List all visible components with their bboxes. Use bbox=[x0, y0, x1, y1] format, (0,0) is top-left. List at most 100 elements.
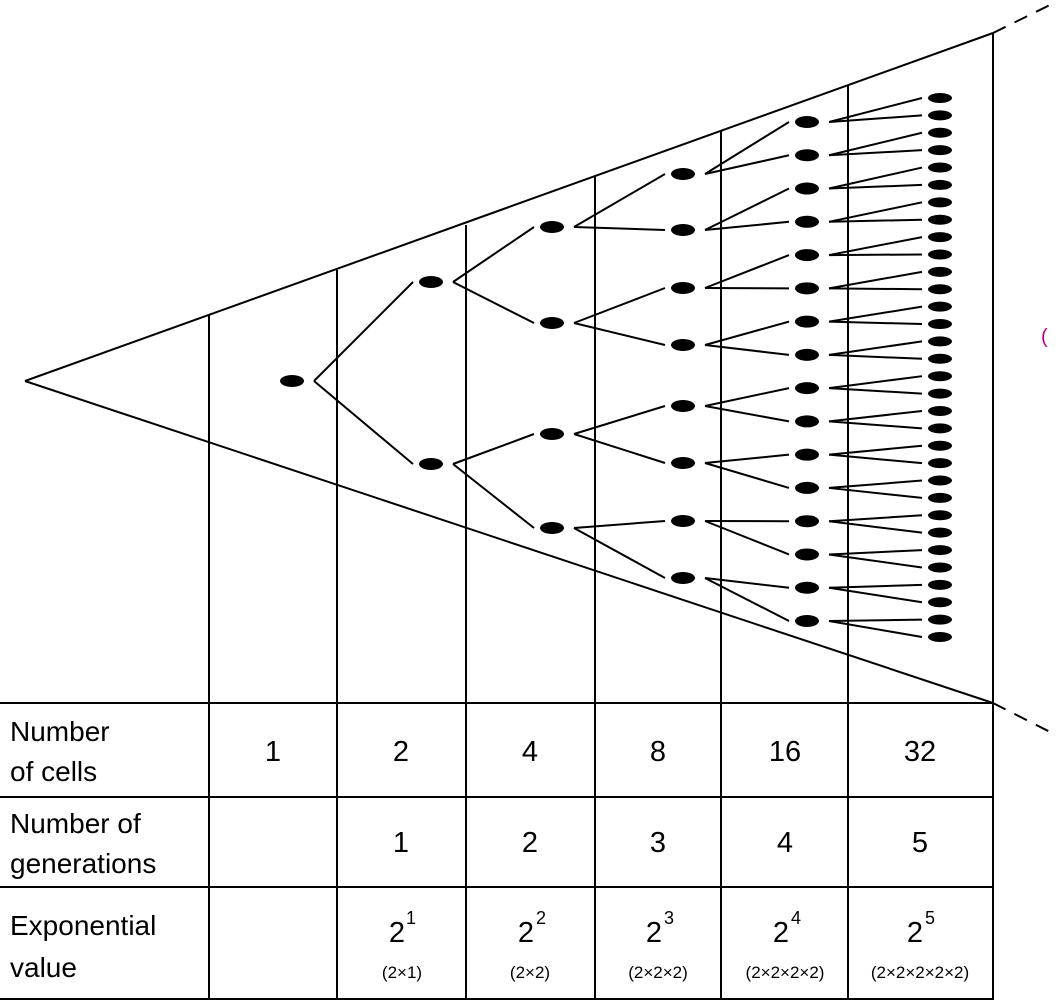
cell-dot bbox=[928, 597, 952, 608]
cell-dot bbox=[928, 440, 952, 451]
generation-value: 2 bbox=[522, 827, 538, 859]
exponent-expansion: (2×2×2) bbox=[628, 963, 688, 982]
cell-dot bbox=[795, 348, 819, 361]
exponent-base: 2 bbox=[518, 917, 534, 949]
cell-dot bbox=[540, 221, 564, 233]
division-line bbox=[704, 387, 790, 407]
division-line bbox=[704, 121, 790, 175]
cell-dot bbox=[671, 339, 695, 351]
triangle-top-edge bbox=[24, 32, 994, 382]
division-line bbox=[828, 236, 923, 257]
cell-dot bbox=[928, 266, 952, 277]
division-line bbox=[452, 226, 535, 283]
division-line bbox=[452, 433, 535, 465]
cell-count-value: 8 bbox=[650, 736, 666, 768]
division-line bbox=[828, 201, 923, 223]
cell-dot bbox=[928, 632, 952, 642]
division-line bbox=[452, 463, 535, 529]
cell-dot bbox=[795, 315, 819, 328]
division-line bbox=[573, 520, 666, 529]
division-line bbox=[828, 287, 923, 291]
cell-dot bbox=[928, 614, 952, 625]
exponent-expansion: (2×1) bbox=[382, 963, 422, 982]
exponent-power: 5 bbox=[925, 908, 935, 928]
cell-count-value: 4 bbox=[522, 736, 538, 768]
division-line bbox=[828, 444, 923, 456]
cell-dot bbox=[671, 515, 695, 527]
cell-dot bbox=[795, 182, 819, 195]
cell-dot bbox=[795, 116, 819, 128]
division-line bbox=[452, 281, 535, 324]
division-line bbox=[828, 270, 923, 290]
division-line bbox=[313, 281, 414, 382]
division-line bbox=[828, 218, 923, 223]
division-line bbox=[828, 387, 923, 395]
exponent-base: 2 bbox=[646, 917, 662, 949]
table-row-number-of-generations: Number of generations 1 2 3 4 5 bbox=[10, 808, 928, 879]
cell-dot bbox=[928, 197, 952, 208]
division-line bbox=[828, 514, 923, 523]
division-line bbox=[704, 220, 790, 231]
exponent-expansion: (2×2×2×2) bbox=[746, 963, 825, 982]
cell-dot bbox=[795, 548, 819, 561]
exponent-expansion: (2×2) bbox=[510, 963, 550, 982]
division-line bbox=[704, 577, 790, 589]
division-line bbox=[828, 620, 923, 638]
cell-dot bbox=[928, 510, 952, 521]
division-line bbox=[573, 433, 666, 464]
row-label-line-1: Number of bbox=[10, 808, 141, 839]
division-line bbox=[828, 420, 923, 430]
generation-value: 5 bbox=[912, 827, 928, 859]
division-line bbox=[828, 114, 923, 123]
division-line bbox=[704, 344, 790, 356]
division-line bbox=[573, 173, 666, 228]
cell-dot bbox=[928, 579, 952, 590]
cell-dot bbox=[928, 405, 952, 416]
edge-mark: ( bbox=[1041, 326, 1048, 348]
exponent-power: 4 bbox=[791, 908, 801, 928]
continuation-lines bbox=[992, 1, 1056, 736]
exponent-base: 2 bbox=[773, 917, 789, 949]
cell-count-value: 1 bbox=[265, 736, 281, 768]
cell-dot bbox=[280, 375, 304, 387]
cell-dot bbox=[540, 428, 564, 440]
cell-dot bbox=[795, 515, 819, 528]
cell-dot bbox=[928, 475, 952, 486]
cell-dot bbox=[928, 545, 952, 556]
division-line bbox=[828, 97, 923, 123]
exponent-power: 1 bbox=[406, 908, 416, 928]
table-row-exponential-value: Exponential value 2 1 (2×1) 2 2 (2×2) 2 … bbox=[10, 908, 969, 983]
cell-dot bbox=[928, 284, 952, 295]
cell-dot bbox=[795, 382, 819, 395]
division-line bbox=[828, 183, 923, 190]
cell-dot bbox=[928, 336, 952, 347]
division-line bbox=[704, 405, 790, 423]
division-line bbox=[704, 320, 790, 346]
cell-dot bbox=[928, 110, 952, 121]
cell-dot bbox=[928, 371, 952, 382]
cell-dot bbox=[928, 145, 952, 156]
division-line bbox=[828, 166, 923, 190]
division-line bbox=[828, 453, 923, 465]
cell-dot bbox=[419, 458, 443, 470]
division-line bbox=[828, 131, 923, 157]
division-line bbox=[573, 527, 666, 579]
cell-dot bbox=[928, 353, 952, 364]
triangle-bottom-edge bbox=[24, 380, 994, 704]
continuation-line-top bbox=[992, 1, 1056, 34]
row-label-line-2: value bbox=[10, 952, 77, 983]
division-line bbox=[828, 305, 923, 323]
continuation-line-bottom bbox=[992, 702, 1056, 736]
exponent-expansion: (2×2×2×2×2) bbox=[871, 963, 969, 982]
cell-dot bbox=[795, 282, 819, 295]
cell-dot bbox=[928, 179, 952, 190]
cell-dot bbox=[795, 249, 819, 262]
division-line bbox=[704, 254, 790, 289]
row-label-line-2: generations bbox=[10, 848, 156, 879]
division-line bbox=[828, 149, 923, 157]
division-line bbox=[828, 618, 923, 622]
division-line bbox=[704, 577, 790, 622]
division-line bbox=[828, 409, 923, 423]
division-line bbox=[828, 520, 923, 534]
